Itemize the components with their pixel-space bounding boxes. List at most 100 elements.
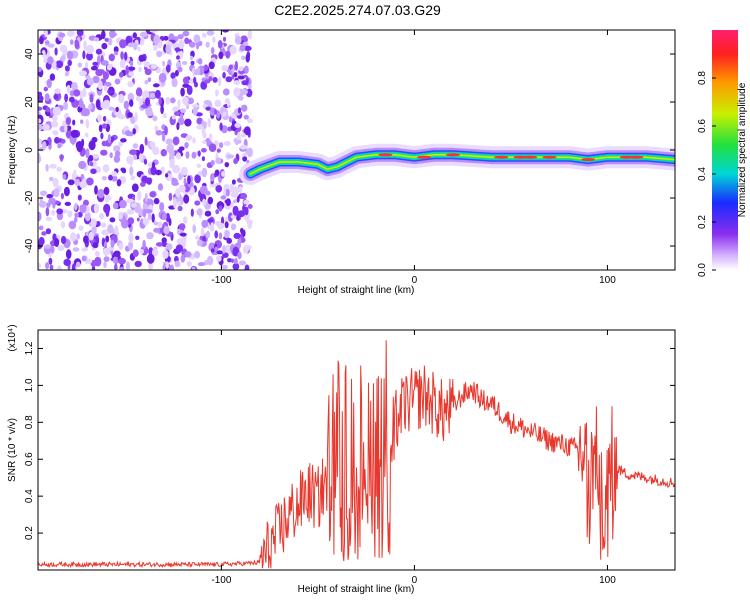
- noise-blob: [179, 232, 187, 237]
- noise-blob: [46, 194, 53, 199]
- noise-blob: [146, 253, 155, 264]
- snr-ylabel: SNR (10 * v/v): [7, 418, 18, 482]
- noise-blob: [152, 83, 160, 88]
- noise-blob: [78, 98, 83, 108]
- snr-multiplier: (x10⁴): [7, 324, 18, 351]
- noise-blob: [116, 179, 122, 187]
- noise-blob: [200, 81, 208, 90]
- noise-blob: [234, 60, 238, 71]
- noise-blob: [58, 32, 66, 38]
- noise-blob: [209, 181, 215, 188]
- noise-blob: [165, 261, 169, 269]
- noise-blob: [203, 121, 207, 129]
- noise-blob: [171, 181, 179, 186]
- noise-blob: [183, 177, 187, 185]
- noise-blob: [108, 106, 115, 111]
- noise-blob: [107, 134, 112, 144]
- noise-blob: [48, 176, 54, 182]
- noise-blob: [59, 44, 68, 53]
- noise-blob: [172, 136, 180, 146]
- noise-blob: [153, 44, 158, 52]
- noise-blob: [204, 210, 212, 217]
- noise-blob: [210, 222, 214, 231]
- noise-blob: [238, 66, 244, 72]
- noise-blob: [38, 66, 42, 73]
- noise-blob: [38, 95, 44, 103]
- noise-blob: [93, 37, 100, 42]
- noise-blob: [158, 72, 167, 83]
- noise-blob: [142, 239, 146, 250]
- snr-panel: -100 0 100 0.2 0.4 0.6 0.8 1.0 1.2 Height of str…: [7, 324, 676, 595]
- noise-blob: [222, 245, 226, 254]
- noise-blob: [178, 172, 183, 181]
- noise-blob: [60, 221, 66, 229]
- noise-blob: [64, 93, 68, 103]
- noise-blob: [210, 47, 215, 55]
- noise-blob: [216, 250, 224, 255]
- noise-blob: [142, 217, 150, 226]
- noise-blob: [239, 44, 246, 52]
- noise-blob: [172, 164, 181, 174]
- noise-blob: [225, 76, 233, 83]
- noise-blob: [109, 152, 113, 159]
- noise-blob: [176, 122, 180, 131]
- colorbar-tick-label: 0.4: [697, 167, 708, 181]
- noise-blob: [97, 114, 102, 123]
- noise-blob: [237, 107, 242, 114]
- noise-blob: [151, 213, 155, 223]
- noise-blob: [149, 191, 156, 198]
- noise-blob: [73, 202, 78, 211]
- noise-blob: [247, 118, 254, 124]
- noise-blob: [163, 225, 170, 235]
- noise-blob: [38, 142, 41, 148]
- noise-blob: [168, 218, 172, 226]
- colorbar-gradient: [712, 30, 738, 270]
- noise-blob: [218, 232, 223, 240]
- noise-blob: [196, 117, 203, 125]
- noise-blob: [203, 100, 212, 105]
- noise-blob: [148, 247, 154, 256]
- noise-blob: [38, 262, 42, 269]
- noise-blob: [119, 266, 125, 270]
- noise-blob: [72, 247, 80, 252]
- noise-blob: [100, 101, 106, 109]
- noise-blob: [212, 77, 218, 83]
- noise-blob: [243, 45, 252, 52]
- noise-blob: [45, 216, 53, 222]
- noise-blob: [222, 88, 230, 96]
- noise-blob: [174, 69, 179, 77]
- noise-blob: [153, 197, 160, 205]
- noise-blob: [77, 62, 83, 68]
- noise-blob: [103, 261, 107, 269]
- noise-blob: [172, 106, 180, 113]
- noise-blob: [77, 194, 82, 201]
- noise-blob: [163, 35, 169, 41]
- noise-blob: [144, 68, 152, 76]
- noise-blob: [38, 138, 43, 144]
- noise-blob: [169, 264, 174, 270]
- noise-blob: [38, 236, 45, 246]
- noise-blob: [245, 53, 250, 63]
- noise-blob: [219, 122, 223, 131]
- noise-blob: [196, 124, 204, 130]
- noise-blob: [205, 106, 211, 111]
- noise-blob: [94, 185, 98, 195]
- noise-blob: [154, 125, 159, 132]
- noise-blob: [41, 231, 47, 236]
- noise-blob: [192, 106, 198, 116]
- noise-blob: [218, 205, 223, 212]
- noise-blob: [78, 160, 87, 170]
- noise-blob: [100, 222, 107, 228]
- noise-blob: [90, 65, 98, 71]
- noise-blob: [158, 96, 162, 106]
- noise-blob: [48, 257, 53, 265]
- noise-blob: [127, 81, 134, 88]
- noise-blob: [184, 251, 192, 258]
- noise-blob: [193, 34, 201, 43]
- noise-blob: [226, 154, 234, 159]
- noise-blob: [88, 140, 96, 151]
- colorbar-tick-label: 0.0: [697, 263, 708, 277]
- noise-blob: [68, 220, 77, 230]
- noise-blob: [110, 239, 115, 248]
- noise-blob: [233, 80, 240, 86]
